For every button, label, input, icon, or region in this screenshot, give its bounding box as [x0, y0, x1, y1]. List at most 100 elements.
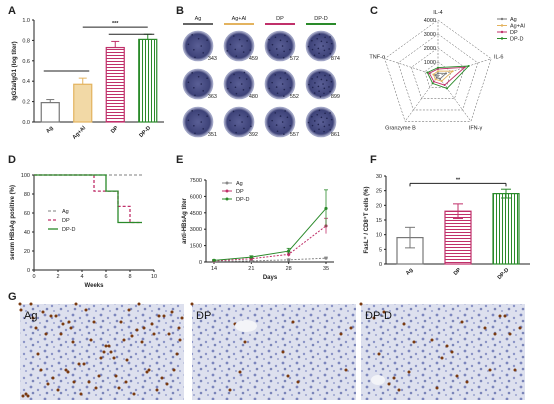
b-spot: [279, 39, 282, 42]
b-spot: [193, 125, 195, 127]
panel-b-plates: Ag Ag+Al DP DP-D 343 459 572 874 363 480 552 899 351…: [182, 16, 340, 138]
g-stained-nucleus: [59, 332, 63, 336]
b-spot: [323, 54, 325, 57]
g-vessel: [235, 320, 257, 332]
e-point: [324, 206, 328, 211]
g-stained-nucleus: [157, 314, 161, 318]
g-stained-nucleus: [228, 388, 232, 392]
c-point: [434, 78, 437, 81]
g-vessel: [371, 375, 385, 385]
d-legend-label: DP-D: [62, 227, 75, 233]
b-spot: [197, 75, 200, 78]
e-x-tick-label: 28: [286, 266, 292, 272]
b-spot: [330, 80, 333, 83]
b-spot: [313, 44, 316, 46]
g-stained-nucleus: [102, 350, 106, 354]
b-spot: [271, 43, 274, 46]
b-spot: [276, 92, 279, 95]
b-spot: [286, 78, 289, 81]
c-point: [444, 72, 447, 75]
g-stained-nucleus: [178, 338, 182, 342]
e-legend-label: DP-D: [236, 197, 249, 203]
g-stained-nucleus: [99, 356, 103, 360]
c-axis-label: Granzyme B: [385, 126, 416, 132]
d-x-tick-label: 4: [80, 274, 83, 280]
b-spot: [324, 74, 326, 77]
b-spot: [320, 116, 323, 119]
g-stained-nucleus: [44, 332, 48, 336]
b-spot: [240, 83, 243, 85]
g-stained-nucleus: [132, 392, 136, 396]
g-stained-nucleus: [84, 308, 88, 312]
g-stained-nucleus: [344, 368, 348, 372]
f-x-tick-label: DP: [453, 267, 463, 277]
a-x-tick-label: DP-D: [138, 125, 152, 139]
b-spot: [194, 56, 196, 59]
b-spot: [206, 39, 208, 42]
b-spot: [284, 110, 286, 112]
g-stained-nucleus: [296, 380, 300, 384]
panel-letter-d: D: [8, 154, 16, 166]
b-spot: [289, 86, 292, 89]
b-spot: [281, 121, 284, 123]
b-spot: [308, 83, 310, 86]
b-spot: [281, 83, 284, 85]
g-stained-nucleus: [112, 356, 116, 360]
b-spot: [322, 83, 324, 85]
g-histology-image: [20, 304, 184, 400]
c-axis-label: IL-4: [433, 10, 442, 16]
b-spot: [282, 56, 285, 59]
g-stained-nucleus: [24, 392, 28, 396]
b-spot: [268, 125, 271, 128]
g-stained-nucleus: [349, 326, 353, 330]
c-point: [440, 80, 443, 83]
c-point: [437, 68, 439, 70]
g-stained-nucleus: [130, 334, 134, 338]
g-stained-nucleus: [286, 374, 290, 378]
e-point: [249, 255, 253, 259]
b-spot: [279, 115, 282, 117]
g-stained-nucleus: [46, 382, 50, 386]
b-spot: [193, 87, 195, 89]
g-stained-nucleus: [172, 368, 176, 372]
b-spot: [320, 78, 323, 81]
b-spot: [243, 127, 245, 130]
b-spot: [233, 35, 235, 37]
b-well: [182, 68, 214, 100]
b-spot: [319, 96, 322, 98]
a-y-tick-label: 0.6: [22, 59, 30, 65]
c-grid-ring: [411, 47, 465, 99]
a-y-axis-label: IgG2a/IgG1 (log titer): [12, 41, 18, 100]
g-stained-nucleus: [488, 368, 492, 372]
b-spot-count: 392: [249, 132, 258, 138]
f-y-tick-label: 10: [376, 233, 382, 239]
g-stained-nucleus: [450, 350, 454, 354]
b-spot: [229, 43, 232, 46]
b-spot: [284, 72, 286, 74]
b-spot: [311, 48, 314, 51]
g-stained-nucleus: [281, 350, 285, 354]
b-spot: [193, 49, 195, 51]
b-column-label: Ag: [195, 16, 202, 22]
c-point: [426, 71, 429, 74]
b-spot: [324, 36, 326, 39]
c-axis-label: TNF-α: [369, 54, 386, 60]
g-stained-nucleus: [66, 370, 70, 374]
b-spot: [194, 132, 196, 135]
b-spot: [323, 87, 326, 90]
e-legend-label: Ag: [236, 181, 243, 187]
g-stained-nucleus: [508, 332, 512, 336]
b-spot: [317, 85, 320, 88]
b-spot: [227, 87, 229, 90]
b-spot: [323, 130, 325, 133]
c-series-line: [426, 65, 470, 89]
g-stained-nucleus: [518, 326, 522, 330]
g-stained-nucleus: [29, 302, 33, 306]
e-y-tick-label: 3000: [190, 227, 202, 233]
c-legend-marker: [500, 30, 504, 34]
c-point: [437, 66, 439, 69]
f-x-tick-label: Ag: [405, 267, 414, 276]
c-point: [434, 74, 437, 77]
b-spot: [314, 82, 316, 84]
